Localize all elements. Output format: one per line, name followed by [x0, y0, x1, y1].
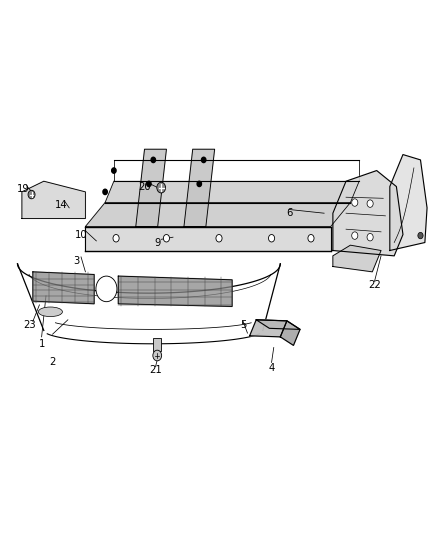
- Text: 20: 20: [138, 182, 151, 191]
- Circle shape: [112, 168, 116, 173]
- Circle shape: [367, 233, 373, 241]
- Polygon shape: [85, 203, 350, 227]
- Polygon shape: [105, 181, 359, 203]
- Text: 2: 2: [49, 358, 56, 367]
- Text: 19: 19: [16, 184, 29, 194]
- Polygon shape: [390, 155, 427, 251]
- Text: 9: 9: [155, 238, 161, 247]
- Circle shape: [147, 181, 151, 187]
- Polygon shape: [85, 227, 331, 251]
- Polygon shape: [33, 272, 94, 304]
- Text: 10: 10: [75, 230, 87, 239]
- Circle shape: [197, 181, 201, 187]
- Text: 21: 21: [149, 366, 162, 375]
- Polygon shape: [118, 276, 232, 306]
- Circle shape: [113, 235, 119, 242]
- Polygon shape: [136, 149, 166, 227]
- Polygon shape: [184, 149, 215, 227]
- Text: 3: 3: [74, 256, 80, 266]
- Polygon shape: [153, 338, 161, 351]
- Circle shape: [418, 232, 423, 239]
- Text: 14: 14: [55, 200, 67, 210]
- Polygon shape: [333, 171, 403, 256]
- Circle shape: [153, 350, 162, 361]
- Polygon shape: [280, 321, 300, 345]
- Text: 22: 22: [368, 280, 381, 290]
- Circle shape: [163, 235, 170, 242]
- Polygon shape: [256, 320, 300, 329]
- Circle shape: [28, 190, 35, 199]
- Circle shape: [96, 276, 117, 302]
- Text: 5: 5: [240, 320, 246, 330]
- Circle shape: [308, 235, 314, 242]
- Text: 6: 6: [286, 208, 292, 218]
- Circle shape: [367, 200, 373, 207]
- Polygon shape: [250, 320, 287, 337]
- Polygon shape: [333, 245, 381, 272]
- Text: 23: 23: [24, 320, 36, 330]
- Circle shape: [201, 157, 206, 163]
- Ellipse shape: [39, 307, 63, 317]
- Polygon shape: [22, 181, 85, 219]
- Circle shape: [157, 182, 166, 193]
- Circle shape: [103, 189, 107, 195]
- Circle shape: [216, 235, 222, 242]
- Circle shape: [352, 199, 358, 206]
- Text: 1: 1: [39, 339, 45, 349]
- Text: 4: 4: [268, 363, 275, 373]
- Circle shape: [268, 235, 275, 242]
- Circle shape: [151, 157, 155, 163]
- Circle shape: [352, 232, 358, 239]
